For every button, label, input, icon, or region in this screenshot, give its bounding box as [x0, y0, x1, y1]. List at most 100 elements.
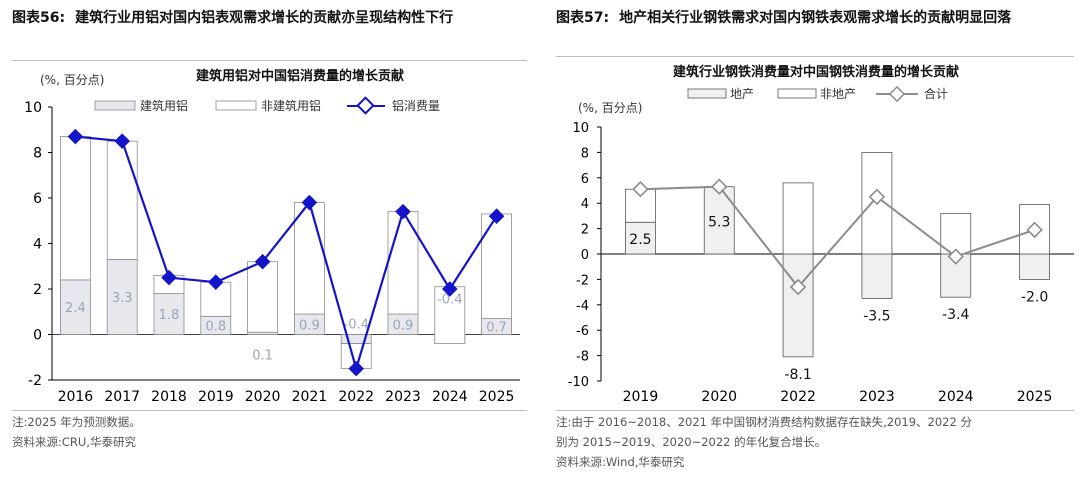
chart-steel: 建筑行业钢铁消费量对中国钢铁消费量的增长贡献 (%, 百分点) 地产 非地产 合计 -10… — [568, 64, 1074, 405]
figure-57-note-line-1: 注:由于 2016~2018、2021 年中国钢材消费结构数据存在缺失,2019… — [556, 415, 972, 429]
bar-other — [106, 140, 138, 260]
figure-57-top-rule — [556, 56, 1074, 57]
unit-label: (%, 百分点) — [40, 73, 104, 87]
x-tick-label: 2022 — [338, 389, 374, 405]
data-label: 0.9 — [299, 318, 320, 333]
marker-total — [301, 194, 318, 211]
legend-marker-total — [888, 85, 906, 103]
x-tick-label: 2020 — [701, 389, 737, 405]
legend-label-building: 建筑用铝 — [140, 98, 188, 113]
x-tick-label: 2025 — [1017, 389, 1053, 405]
figure-56-title-text: 建筑行业用铝对国内铝表观需求增长的贡献亦呈现结构性下行 — [75, 10, 454, 26]
data-label: 1.8 — [159, 308, 180, 323]
y-tick-label: 2 — [33, 282, 42, 298]
unit-label: (%, 百分点) — [578, 101, 642, 115]
y-tick-label: 6 — [581, 172, 589, 187]
marker-total — [442, 281, 458, 297]
data-label: 3.3 — [112, 291, 133, 306]
marker-total — [711, 178, 728, 195]
figure-57: 图表57: 地产相关行业钢铁需求对国内钢铁表观需求增长的贡献明显回落 建筑行业钢铁… — [556, 0, 1080, 479]
x-tick-label: 2021 — [292, 389, 328, 405]
legend-swatch-building — [94, 100, 136, 111]
data-label: 0.1 — [252, 349, 273, 364]
bar-other — [293, 202, 325, 315]
marker-total — [868, 188, 886, 206]
figure-56-top-rule — [12, 60, 527, 61]
y-tick-label: 2 — [581, 223, 589, 238]
bar-other — [481, 213, 513, 319]
figure-57-title-text: 地产相关行业钢铁需求对国内钢铁表观需求增长的贡献明显回落 — [619, 10, 1012, 26]
bar-other — [247, 261, 279, 333]
marker-total — [348, 360, 364, 377]
figure-56-title: 图表56: 建筑行业用铝对国内铝表观需求增长的贡献亦呈现结构性下行 — [12, 6, 527, 31]
marker-total — [1026, 221, 1043, 239]
data-label: -3.4 — [942, 307, 969, 323]
y-tick-label: 10 — [24, 100, 42, 116]
line-total — [75, 135, 498, 373]
marker-total — [254, 253, 271, 270]
data-label: -0.4 — [437, 293, 462, 308]
y-tick-label: 8 — [33, 146, 42, 162]
figure-56-bottom-rule — [12, 410, 527, 411]
marker-total — [161, 269, 177, 286]
y-tick-label: -10 — [568, 375, 589, 390]
x-tick-label: 2020 — [245, 389, 281, 405]
bar-other — [940, 212, 972, 255]
x-tick-label: 2019 — [198, 389, 234, 405]
marker-total — [395, 203, 411, 220]
legend-swatch-property — [687, 88, 727, 99]
legend-marker-total — [356, 96, 375, 115]
marker-total — [67, 128, 84, 145]
bar-other — [782, 182, 814, 255]
bar-building — [60, 279, 91, 335]
x-tick-label: 2024 — [432, 389, 468, 405]
line-total — [640, 185, 1035, 289]
marker-total — [114, 133, 130, 149]
x-tick-label: 2024 — [938, 389, 974, 405]
x-tick-label: 2016 — [58, 389, 94, 405]
data-label: 2.5 — [629, 232, 651, 248]
y-tick-label: -4 — [576, 299, 589, 314]
marker-total — [488, 208, 505, 224]
data-label: -3.5 — [863, 308, 890, 324]
data-label: 0.8 — [205, 319, 226, 334]
legend-label-other: 非地产 — [820, 87, 856, 101]
legend-swatch-other — [777, 88, 817, 99]
x-tick-label: 2023 — [859, 389, 895, 405]
y-tick-label: 8 — [581, 146, 589, 161]
y-tick-label: 6 — [33, 191, 42, 207]
y-tick-label: 10 — [572, 121, 589, 136]
x-tick-label: 2022 — [780, 389, 816, 405]
legend-label-total: 合计 — [924, 86, 948, 101]
x-tick-label: 2018 — [151, 389, 187, 405]
legend-label-total: 铝消费量 — [392, 98, 440, 113]
figure-56: 图表56: 建筑行业用铝对国内铝表观需求增长的贡献亦呈现结构性下行 (%, 百分点… — [0, 0, 530, 479]
data-label: 0.7 — [486, 321, 507, 336]
y-tick-label: 0 — [33, 328, 42, 344]
x-tick-label: 2017 — [104, 389, 140, 405]
y-tick-label: -2 — [28, 373, 42, 389]
figure-57-source: 资料来源:Wind,华泰研究 — [556, 455, 685, 469]
data-label: -2.0 — [1021, 289, 1048, 305]
y-tick-label: 4 — [581, 197, 589, 212]
bar-property — [625, 221, 656, 255]
data-label: 5.3 — [708, 214, 730, 230]
bar-property — [782, 253, 814, 358]
figure-57-title: 图表57: 地产相关行业钢铁需求对国内钢铁表观需求增长的贡献明显回落 — [556, 6, 1076, 31]
figure-57-bottom-rule — [556, 410, 1074, 411]
bar-property — [861, 253, 893, 299]
legend-swatch-other — [215, 100, 257, 111]
bar-other — [60, 136, 91, 281]
x-tick-label: 2023 — [385, 389, 421, 405]
y-tick-label: -2 — [576, 273, 589, 288]
chart-title: 建筑行业钢铁消费量对中国钢铁消费量的增长贡献 — [673, 64, 959, 80]
chart-title: 建筑用铝对中国铝消费量的增长贡献 — [196, 68, 404, 84]
figure-57-note-line-2: 别为 2015~2019、2020~2022 的年化复合增长。 — [556, 435, 827, 449]
x-tick-label: 2025 — [479, 389, 515, 405]
data-label: -0.4 — [344, 318, 369, 333]
marker-total — [947, 248, 964, 265]
marker-total — [208, 274, 224, 290]
marker-total — [789, 278, 807, 296]
legend-label-other: 非建筑用铝 — [261, 98, 321, 113]
